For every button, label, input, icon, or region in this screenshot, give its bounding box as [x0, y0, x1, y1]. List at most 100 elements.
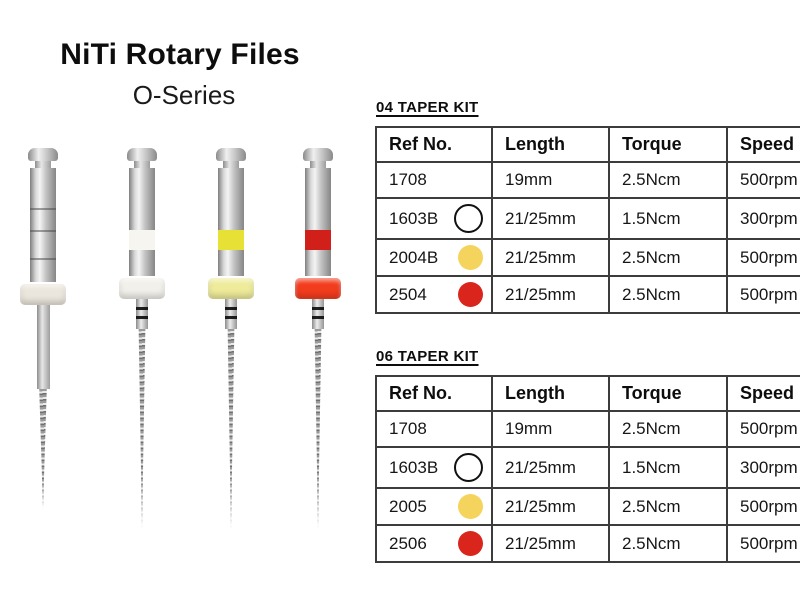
color-marker-icon [458, 494, 483, 519]
file-handle [218, 168, 244, 230]
col-header-torque: Torque [608, 375, 728, 412]
cell-length: 19mm [491, 161, 610, 199]
cell-ref: 2004B [375, 238, 493, 277]
color-marker-icon [454, 204, 483, 233]
file-neck [134, 161, 150, 168]
col-header-speed: Speed [726, 126, 800, 163]
kit-section-04-taper: 04 TAPER KIT Ref No. Length Torque Speed… [375, 99, 800, 314]
rotary-file-red [295, 148, 341, 529]
table-row: 2504 21/25mm 2.5Ncm 500rpm [375, 275, 800, 314]
cell-ref: 1603B [375, 197, 493, 240]
cell-speed: 500rpm [726, 275, 800, 314]
product-image-rotary-files [0, 140, 368, 540]
file-color-band [305, 230, 331, 250]
file-handle [305, 168, 331, 230]
rotary-file-plain [20, 148, 66, 509]
file-collar [20, 284, 66, 305]
file-collar [208, 278, 254, 299]
color-marker-icon [458, 282, 483, 307]
file-cap [216, 148, 246, 161]
file-handle [30, 258, 56, 282]
file-color-band [218, 230, 244, 250]
cell-length: 21/25mm [491, 487, 610, 526]
color-marker-icon [458, 245, 483, 270]
cell-length: 21/25mm [491, 197, 610, 240]
file-spiral-tip [39, 389, 47, 509]
table-row: 2004B 21/25mm 2.5Ncm 500rpm [375, 238, 800, 277]
file-shaft [36, 305, 50, 389]
cell-ref: 1603B [375, 446, 493, 489]
cell-speed: 300rpm [726, 446, 800, 489]
cell-length: 21/25mm [491, 524, 610, 563]
cell-torque: 1.5Ncm [608, 197, 728, 240]
table-header-row: Ref No. Length Torque Speed [375, 375, 800, 412]
file-cap [127, 148, 157, 161]
cell-length: 19mm [491, 410, 610, 448]
col-header-length: Length [491, 375, 610, 412]
cell-torque: 2.5Ncm [608, 487, 728, 526]
table-row: 1603B 21/25mm 1.5Ncm 300rpm [375, 446, 800, 489]
cell-speed: 500rpm [726, 410, 800, 448]
cell-ref: 2005 [375, 487, 493, 526]
cell-speed: 500rpm [726, 524, 800, 563]
col-header-torque: Torque [608, 126, 728, 163]
col-header-ref: Ref No. [375, 126, 493, 163]
file-handle [305, 250, 331, 276]
file-cap [303, 148, 333, 161]
cell-speed: 500rpm [726, 487, 800, 526]
page-subtitle: O-Series [132, 80, 236, 110]
file-collar [119, 278, 165, 299]
file-cap [28, 148, 58, 161]
col-header-speed: Speed [726, 375, 800, 412]
file-handle [129, 168, 155, 230]
file-shaft [312, 299, 324, 329]
kit-heading: 06 TAPER KIT [376, 348, 479, 365]
cell-length: 21/25mm [491, 238, 610, 277]
table-row: 1708 19mm 2.5Ncm 500rpm [375, 410, 800, 448]
col-header-length: Length [491, 126, 610, 163]
file-shaft [136, 299, 148, 329]
file-shaft [225, 299, 237, 329]
cell-torque: 2.5Ncm [608, 238, 728, 277]
table-header-row: Ref No. Length Torque Speed [375, 126, 800, 163]
cell-speed: 500rpm [726, 161, 800, 199]
file-neck [310, 161, 326, 168]
rotary-file-yellow [208, 148, 254, 529]
cell-ref: 1708 [375, 161, 493, 199]
kit-heading: 04 TAPER KIT [376, 99, 479, 116]
kit-section-06-taper: 06 TAPER KIT Ref No. Length Torque Speed… [375, 348, 800, 563]
cell-torque: 2.5Ncm [608, 524, 728, 563]
table-row: 1708 19mm 2.5Ncm 500rpm [375, 161, 800, 199]
table-row: 2005 21/25mm 2.5Ncm 500rpm [375, 487, 800, 526]
color-marker-icon [454, 453, 483, 482]
cell-length: 21/25mm [491, 275, 610, 314]
table-row: 2506 21/25mm 2.5Ncm 500rpm [375, 524, 800, 563]
cell-ref: 2504 [375, 275, 493, 314]
spec-table-04: Ref No. Length Torque Speed 1708 19mm 2.… [375, 126, 800, 314]
file-neck [223, 161, 239, 168]
color-marker-icon [458, 531, 483, 556]
cell-torque: 1.5Ncm [608, 446, 728, 489]
cell-ref: 1708 [375, 410, 493, 448]
cell-ref: 2506 [375, 524, 493, 563]
file-handle [30, 208, 56, 230]
file-spiral-tip [314, 329, 322, 529]
cell-torque: 2.5Ncm [608, 161, 728, 199]
file-neck [35, 161, 51, 168]
file-collar [295, 278, 341, 299]
file-handle [129, 250, 155, 276]
file-spiral-tip [227, 329, 235, 529]
cell-length: 21/25mm [491, 446, 610, 489]
spec-table-06: Ref No. Length Torque Speed 1708 19mm 2.… [375, 375, 800, 563]
cell-speed: 300rpm [726, 197, 800, 240]
cell-torque: 2.5Ncm [608, 275, 728, 314]
cell-torque: 2.5Ncm [608, 410, 728, 448]
table-row: 1603B 21/25mm 1.5Ncm 300rpm [375, 197, 800, 240]
file-handle [218, 250, 244, 276]
file-spiral-tip [138, 329, 146, 529]
cell-speed: 500rpm [726, 238, 800, 277]
rotary-file-white [119, 148, 165, 529]
file-handle [30, 168, 56, 208]
page-title: NiTi Rotary Files [60, 38, 300, 71]
